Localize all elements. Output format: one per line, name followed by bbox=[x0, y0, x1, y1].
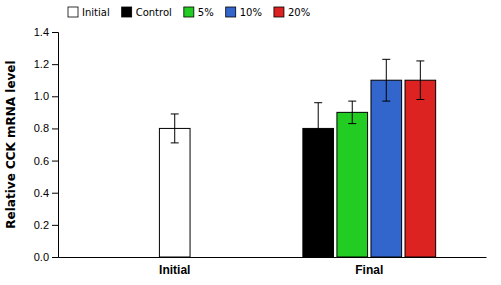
y-tick: 1.2 bbox=[34, 58, 58, 70]
y-axis: 0.0 0.2 0.4 0.6 0.8 1.0 1.2 1.4 bbox=[34, 26, 59, 263]
y-axis-title: Relative CCK mRNA level bbox=[4, 60, 18, 228]
bar bbox=[371, 80, 402, 257]
error-bar bbox=[416, 61, 424, 100]
y-tick: 0.2 bbox=[34, 219, 58, 231]
error-bar-line bbox=[416, 61, 424, 100]
error-bar bbox=[382, 59, 390, 101]
x-tick-label: Initial bbox=[159, 263, 190, 277]
x-tick-label: Final bbox=[355, 263, 383, 277]
legend-item: 5% bbox=[184, 7, 214, 18]
y-tick: 1.4 bbox=[34, 26, 58, 38]
legend-swatch bbox=[274, 7, 284, 17]
y-tick-mark bbox=[52, 161, 58, 162]
y-tick-label: 0.8 bbox=[34, 122, 49, 134]
legend-label: 20% bbox=[288, 7, 310, 18]
x-tick: Initial bbox=[159, 257, 190, 277]
y-tick-mark bbox=[52, 32, 58, 33]
y-tick-mark bbox=[52, 64, 58, 65]
y-tick-label: 0.4 bbox=[34, 187, 49, 199]
bar bbox=[337, 112, 368, 257]
error-bar bbox=[348, 101, 356, 124]
plot: 0.0 0.2 0.4 0.6 0.8 1.0 1.2 1.4 Initial Final bbox=[34, 26, 487, 277]
error-bar bbox=[314, 103, 322, 154]
bars bbox=[159, 59, 435, 257]
y-tick-mark bbox=[52, 193, 58, 194]
legend-swatch bbox=[122, 7, 132, 17]
error-bar bbox=[171, 114, 179, 143]
y-tick: 1.0 bbox=[34, 90, 58, 102]
error-bar-line bbox=[382, 59, 390, 101]
legend: Initial Control 5% 10% 20% bbox=[68, 7, 310, 18]
y-tick: 0.4 bbox=[34, 187, 58, 199]
y-axis-line bbox=[52, 33, 59, 258]
legend-swatch bbox=[184, 7, 194, 17]
y-tick-label: 0.0 bbox=[34, 251, 49, 263]
x-axis: Initial Final bbox=[59, 257, 487, 277]
x-tick: Final bbox=[355, 257, 383, 277]
legend-swatch bbox=[226, 7, 236, 17]
y-tick: 0.6 bbox=[34, 155, 58, 167]
legend-item: Control bbox=[122, 7, 172, 18]
y-tick-label: 1.0 bbox=[34, 90, 49, 102]
y-tick-mark bbox=[52, 96, 58, 97]
error-bar-line bbox=[314, 103, 322, 154]
legend-item: 20% bbox=[274, 7, 310, 18]
y-tick-label: 0.2 bbox=[34, 219, 49, 231]
chart: 0.0 0.2 0.4 0.6 0.8 1.0 1.2 1.4 Initial Final Rela… bbox=[0, 0, 501, 285]
legend-item: 10% bbox=[226, 7, 262, 18]
y-tick: 0.0 bbox=[34, 251, 58, 263]
error-bar-line bbox=[348, 101, 356, 124]
legend-item: Initial bbox=[68, 7, 110, 18]
y-tick-mark bbox=[52, 257, 58, 258]
legend-swatch bbox=[68, 7, 78, 17]
y-tick-label: 1.4 bbox=[34, 26, 49, 38]
y-tick-mark bbox=[52, 128, 58, 129]
x-axis-line bbox=[59, 257, 487, 258]
legend-label: Initial bbox=[82, 7, 110, 18]
y-tick-label: 1.2 bbox=[34, 58, 49, 70]
bar bbox=[159, 128, 190, 257]
legend-label: 10% bbox=[240, 7, 262, 18]
y-tick: 0.8 bbox=[34, 122, 58, 134]
error-bar-line bbox=[171, 114, 179, 143]
legend-label: 5% bbox=[198, 7, 214, 18]
y-tick-mark bbox=[52, 225, 58, 226]
legend-label: Control bbox=[136, 7, 172, 18]
bar bbox=[405, 80, 436, 257]
y-tick-label: 0.6 bbox=[34, 155, 49, 167]
